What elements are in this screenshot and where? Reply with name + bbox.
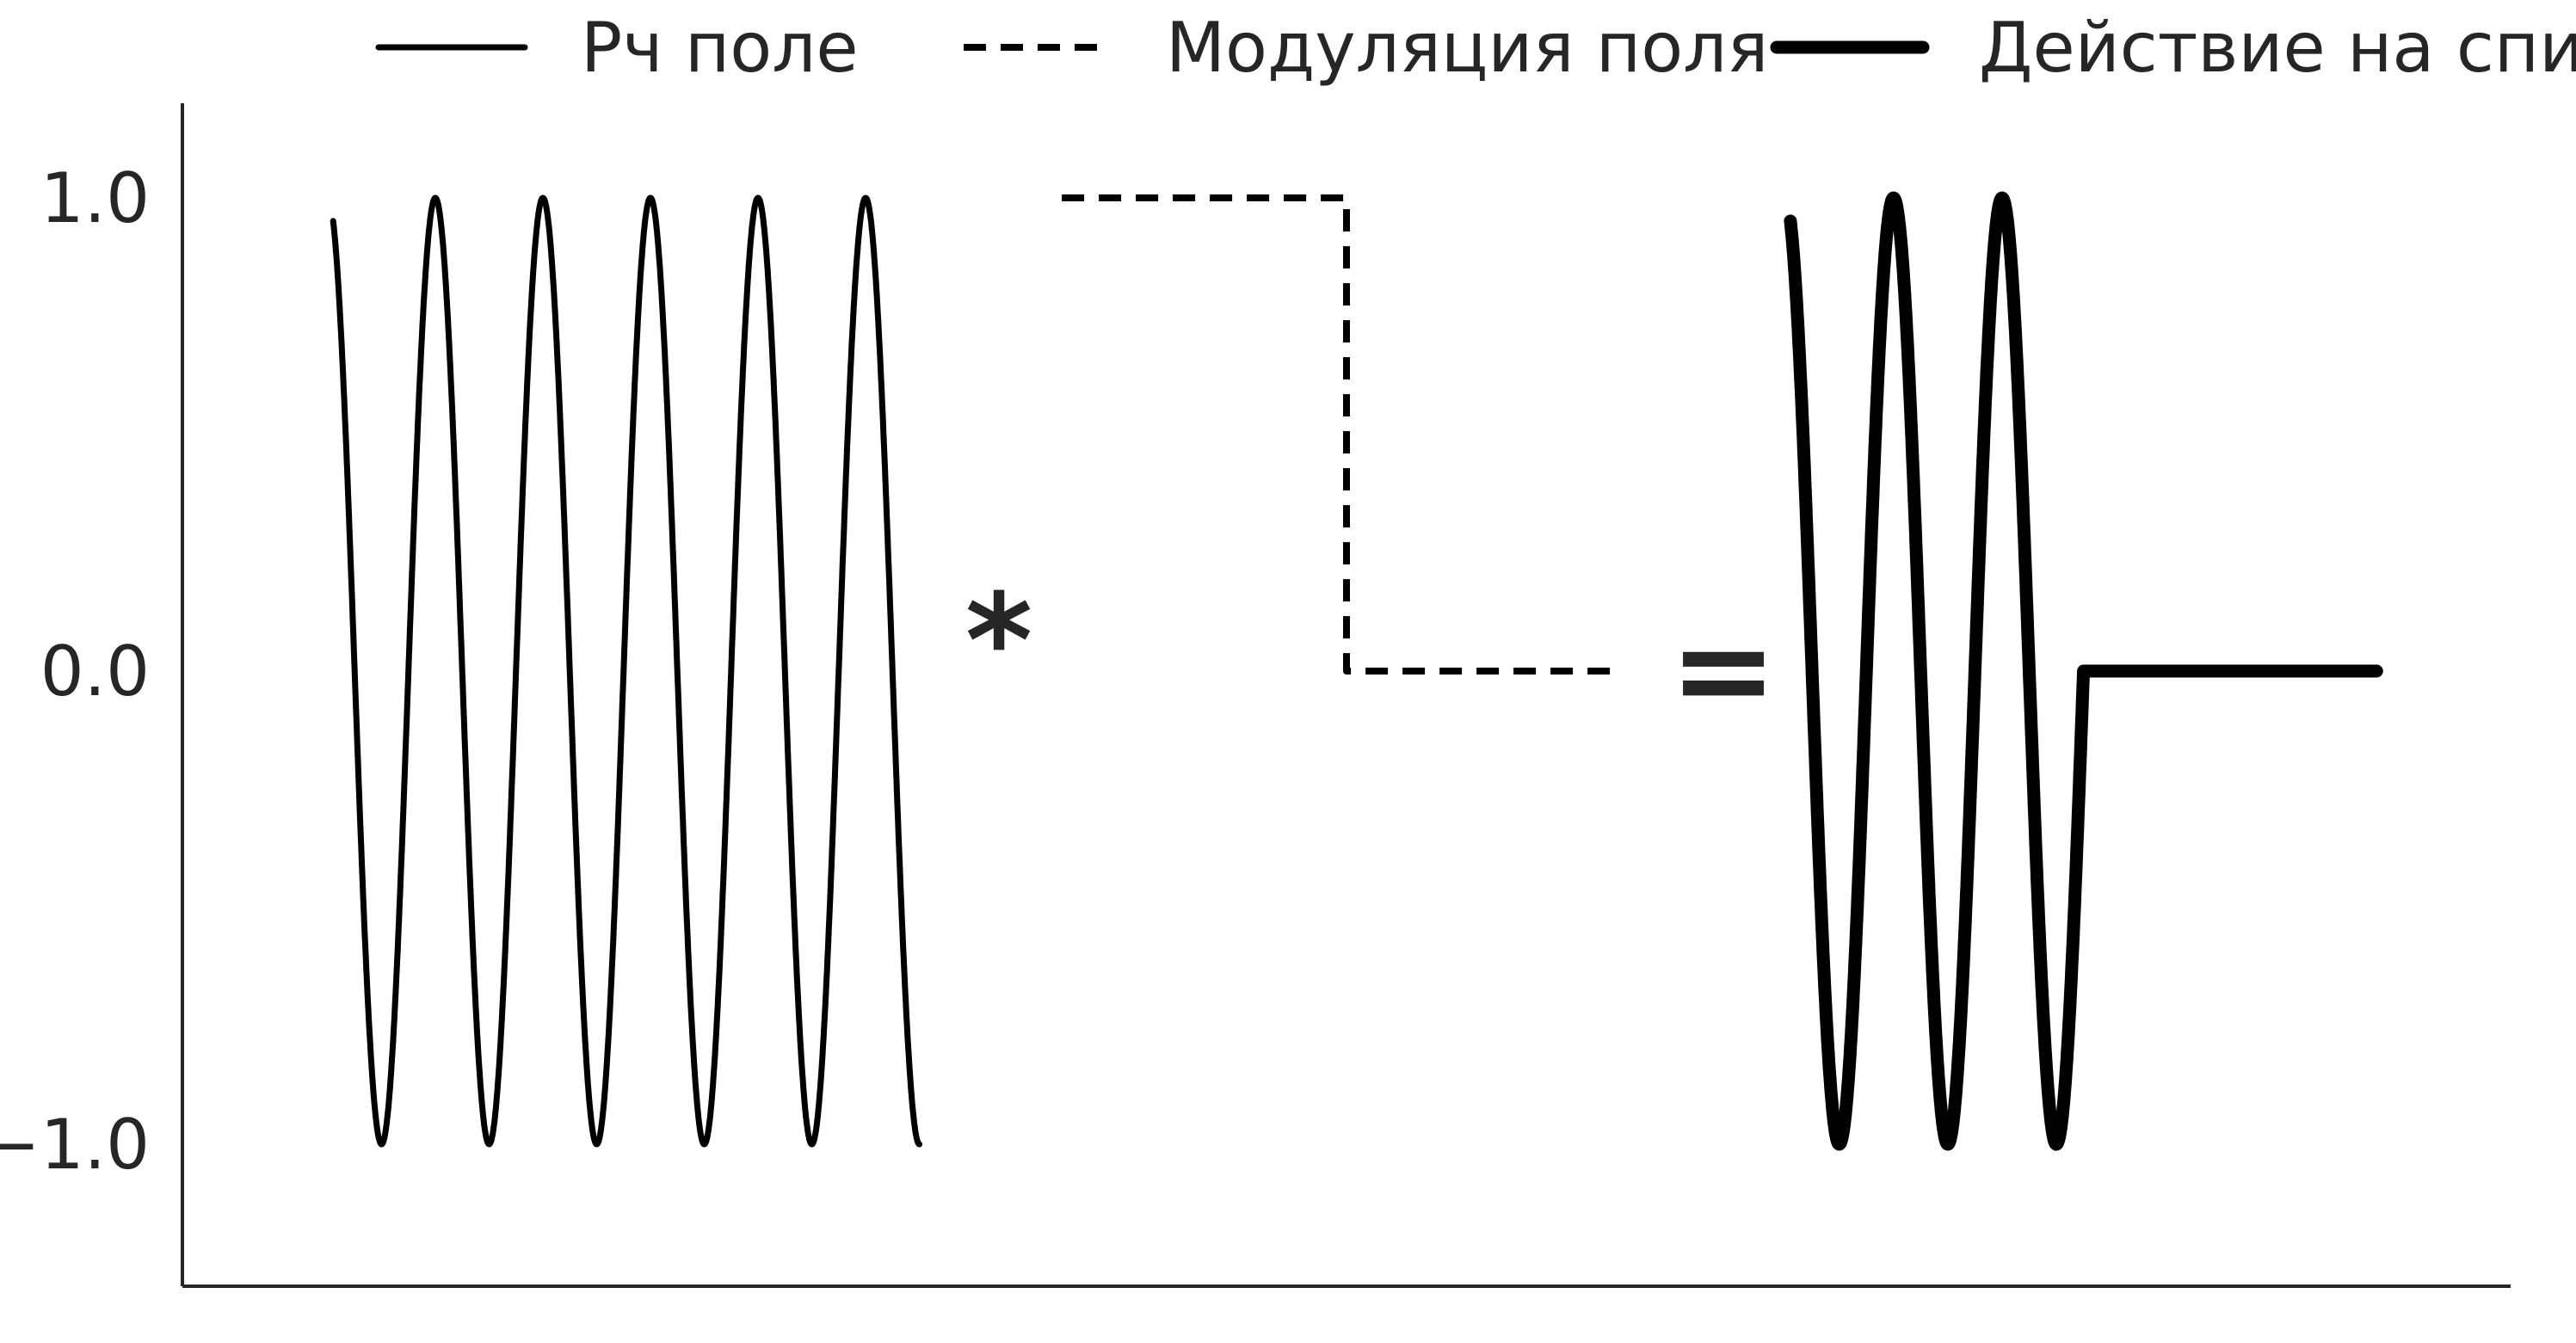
legend: Рч поле Модуляция поля Действие на спин xyxy=(375,8,2576,88)
series-line-thick xyxy=(1784,191,2383,1151)
series-line-dashed xyxy=(1062,194,1624,675)
axes xyxy=(181,103,2511,1288)
y-tick-label: −1.0 xyxy=(0,1105,150,1185)
equals-operator: = xyxy=(1669,595,1778,745)
legend-label: Рч поле xyxy=(581,8,859,88)
y-ticks: −1.0 0.0 1.0 xyxy=(0,158,150,1185)
operators: * = xyxy=(965,567,1778,745)
legend-label: Модуляция поля xyxy=(1166,8,1768,88)
series-line-solid xyxy=(330,194,923,1148)
multiply-operator: * xyxy=(965,567,1032,717)
y-tick-label: 0.0 xyxy=(40,631,150,712)
series-group xyxy=(330,191,2383,1151)
legend-label: Действие на спин xyxy=(1979,8,2576,88)
y-tick-label: 1.0 xyxy=(40,158,150,238)
